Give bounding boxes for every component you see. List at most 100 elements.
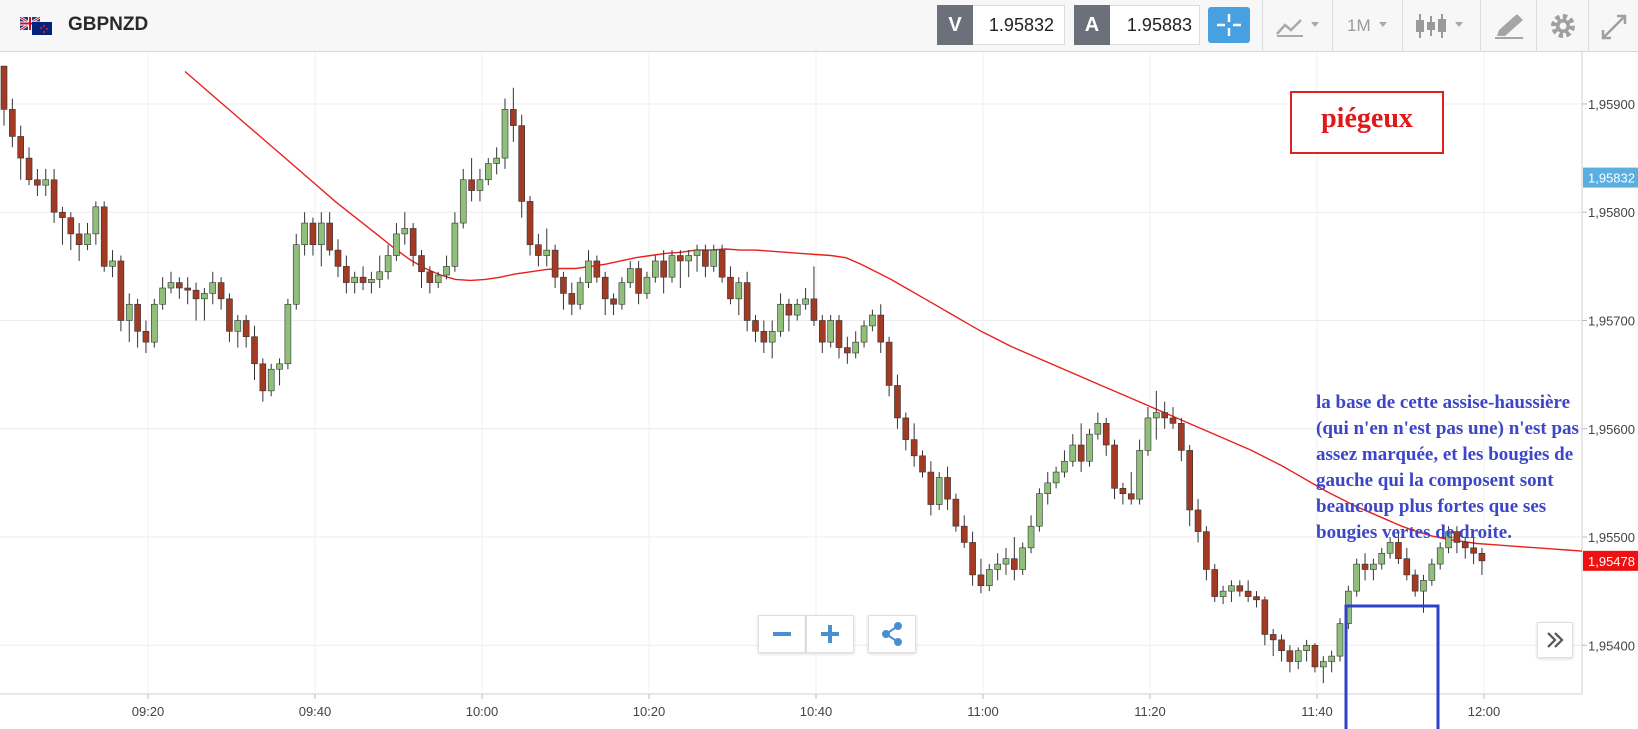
candle [718,244,726,283]
current-price-tag: 1,95832 [1583,167,1638,188]
candle [560,271,567,310]
candle-body [284,303,292,365]
price-axis: 1,95400 1,95500 1,95600 1,95700 1,95800 1,959… [1582,97,1635,653]
annotation-red-box [1290,91,1444,154]
chart-type-button[interactable] [1262,0,1332,52]
zoom-out-button[interactable] [758,615,806,653]
annotation-red-label: piégeux [1321,103,1413,134]
last-price-tag: 1,95478 [1583,550,1638,571]
candle [1436,542,1444,570]
candle [1236,580,1244,597]
candle-body [877,314,885,343]
candle-body [34,179,41,186]
candle-body [660,260,667,278]
candle [484,158,492,186]
share-button[interactable] [868,615,916,653]
candle [59,206,66,245]
candle [1036,488,1043,532]
buy-price[interactable]: 1.95883 [1126,15,1192,35]
price-chart[interactable]: 1,95400 1,95500 1,95600 1,95700 1,95800 1,959… [0,52,1638,729]
candle [969,531,976,586]
candle [902,412,910,451]
candle-body [1336,623,1344,657]
candle [343,255,350,294]
candle-body [1027,525,1035,549]
candle [1027,515,1035,554]
timeframe-button[interactable]: 1M [1332,0,1402,52]
candle [1253,591,1260,608]
candle [1311,643,1319,673]
candle-body [493,157,500,164]
candle [201,288,208,321]
candle [184,277,191,305]
x-tick-label: 09:20 [132,704,165,719]
gb-nz-flag-icon [20,17,52,35]
crosshair-button[interactable] [1208,7,1250,43]
fullscreen-button[interactable] [1588,0,1638,52]
candle-body [601,276,609,300]
candle-body [1194,509,1202,532]
candle-body [1052,471,1060,484]
candle [426,266,434,294]
candle-body [259,363,267,392]
candle [727,266,734,305]
candle-body [1411,574,1419,592]
candle [1286,645,1294,673]
candle-body [42,179,50,186]
candle [743,271,751,332]
candle-body [167,282,175,289]
candle [568,282,576,316]
scroll-right-button[interactable] [1537,622,1573,658]
buy-letter[interactable]: A [1074,5,1110,45]
candle [985,564,993,592]
candle [468,158,475,202]
crosshair-icon [1217,14,1241,36]
y-tick-label: 1,95900 [1588,97,1635,112]
candle-body [1386,542,1394,554]
zoom-in-button[interactable] [806,615,854,653]
candle [535,233,542,267]
candle [860,320,868,348]
candle [960,515,968,548]
candle [1203,526,1210,581]
candle-body [952,498,960,527]
candle-body [201,293,208,300]
candle [877,304,885,353]
candle [393,223,400,261]
candle [1453,526,1461,554]
candle-body [142,331,150,343]
candle-body [326,222,333,251]
candle-body [134,303,141,332]
sell-letter[interactable]: V [937,5,973,45]
candle-body [226,298,233,332]
candle [1211,564,1219,602]
candle [167,271,175,294]
candle-body [1370,563,1377,570]
candle-body [610,298,617,305]
candle [476,168,484,202]
candle [401,212,409,245]
settings-button[interactable] [1536,0,1588,52]
candle-body [568,293,576,305]
candle-body [1019,547,1027,570]
chevron-down-icon [1379,22,1387,27]
candle [768,320,776,359]
candle-body [869,314,876,327]
candle-body [593,260,601,278]
candle-body [551,249,559,278]
candle-body [1253,596,1260,601]
candle-body [1186,450,1193,511]
sell-price[interactable]: 1.95832 [988,15,1054,35]
candle [526,195,534,256]
candle-body [1211,569,1219,597]
candle-body [668,255,676,278]
candle-body [75,233,83,246]
highlight-box [1344,604,1440,729]
candle-body [50,179,58,213]
candle-style-button[interactable] [1402,0,1480,52]
candle [251,325,258,381]
draw-tool-button[interactable] [1480,0,1536,52]
candle-body [560,276,567,294]
candle-body [1061,460,1068,473]
candle-body [927,471,935,505]
